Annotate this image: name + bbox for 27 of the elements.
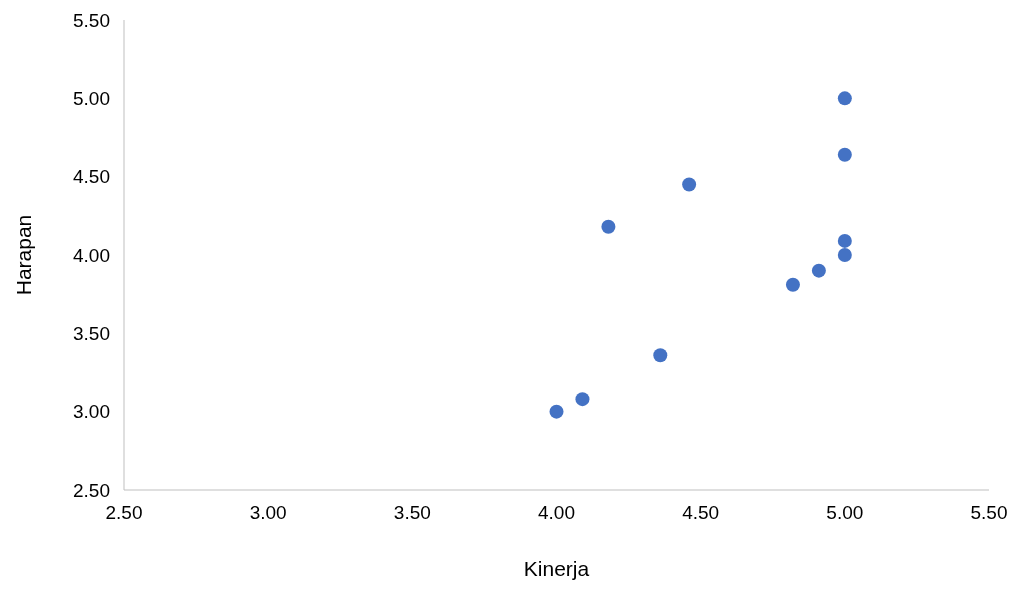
point — [837, 233, 852, 248]
x-tick-label: 3.50 — [393, 502, 431, 524]
y-tick-label: 2.50 — [73, 479, 110, 501]
point — [549, 404, 564, 419]
point — [653, 348, 668, 363]
point — [682, 177, 697, 192]
point — [837, 248, 852, 262]
x-tick-label: 5.50 — [970, 502, 1008, 524]
x-tick-label: 2.50 — [105, 502, 143, 524]
x-tick-label: 4.00 — [538, 502, 575, 524]
point — [811, 263, 826, 278]
point — [575, 392, 590, 407]
y-tick-label: 3.50 — [73, 323, 110, 345]
point — [601, 219, 616, 234]
y-tick-label: 5.00 — [73, 88, 110, 110]
y-tick-label: 4.50 — [73, 166, 110, 188]
x-tick-label: 5.00 — [826, 502, 864, 524]
y-tick-label: 5.50 — [73, 9, 110, 31]
y-tick-label: 3.00 — [73, 401, 110, 423]
y-axis-title: Harapan — [12, 214, 36, 296]
point — [837, 147, 852, 162]
x-tick-label: 3.00 — [249, 502, 287, 524]
point — [785, 277, 800, 292]
y-tick-label: 4.00 — [73, 244, 110, 266]
x-axis-title: Kinerja — [523, 557, 590, 580]
x-tick-label: 4.50 — [682, 502, 720, 524]
point — [837, 91, 852, 106]
